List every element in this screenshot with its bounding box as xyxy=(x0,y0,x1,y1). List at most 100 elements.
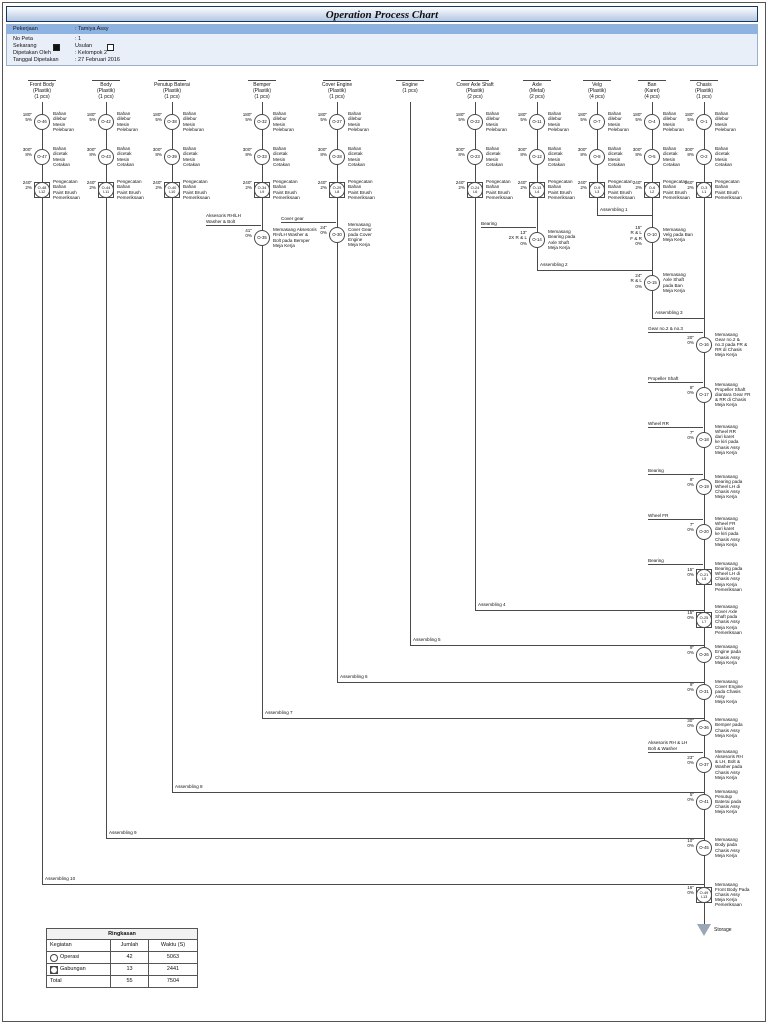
summary-col-waktu: Waktu (S) xyxy=(160,942,186,948)
combined-node-O-13: O-13 I-4 xyxy=(529,182,545,198)
operation-circle-icon xyxy=(50,953,58,962)
combined-node-circle xyxy=(254,182,270,198)
assembling-flow-line xyxy=(652,318,704,319)
node-left-labels: 300" 8% xyxy=(632,147,642,158)
operation-node-O-1: O-1 xyxy=(696,114,712,130)
operation-desc: Pengecatan Bahan Paint Brush Pemeriksaan xyxy=(608,179,635,200)
operation-desc: Pengecatan Bahan Paint Brush Pemeriksaan xyxy=(715,179,742,200)
pekerjaan-row: Pekerjaan : Tamiya Assy xyxy=(7,25,757,34)
combined-node-text: O-40 I-10 xyxy=(167,184,177,194)
node-left-labels: 23" 0% xyxy=(687,755,694,766)
operation-desc: Memasang Penutup Baterai pada Chasis Assy Me… xyxy=(715,788,742,815)
operation-node-O-36: O-36 xyxy=(696,720,712,736)
combined-node-text: O-24 I-6 xyxy=(470,184,480,194)
sekarang-usulan-row: Sekarang Usulan xyxy=(7,43,757,51)
no-peta-value: : 1 xyxy=(75,36,82,42)
operation-desc: Memasang Cover Axle Shaft pada Chasis Assy M… xyxy=(715,603,742,635)
operation-desc: Bahan dilebur Mesin Peleburan xyxy=(486,111,507,132)
node-left-labels: 7" 0% xyxy=(687,522,694,533)
node-left-labels: 300" 8% xyxy=(22,147,32,158)
operation-node-O-46: O-46 xyxy=(34,114,50,130)
summary-total-waktu: 7504 xyxy=(166,978,180,984)
operation-desc: Bahan dicetak Mesin Cetakan xyxy=(715,146,733,167)
part-entry-label: Bearing xyxy=(648,468,703,475)
column-header: Front Body (Plastik) (1 pcs) xyxy=(29,82,55,100)
combined-node-text: O-21 I-5 xyxy=(699,571,709,581)
operation-node-O-12: O-12 xyxy=(529,149,545,165)
operation-node-O-32: O-32 xyxy=(254,114,270,130)
assembling-label: Assembling 2 xyxy=(540,262,568,267)
node-left-labels: 180" 5% xyxy=(152,112,162,123)
operation-desc: Pengecatan Bahan Paint Brush Pemeriksaan xyxy=(273,179,300,200)
node-left-labels: 15" 0% xyxy=(687,567,694,578)
operation-node-O-31: O-31 xyxy=(696,684,712,700)
combined-node-O-34: O-34 I-9 xyxy=(254,182,270,198)
column-header: Penutup Baterai (Plastik) (1 pcs) xyxy=(154,82,190,100)
operation-node-O-35: O-35 xyxy=(254,230,270,246)
node-left-labels: 240" 2% xyxy=(632,180,642,191)
part-entry-label: Propeller Shaft xyxy=(648,376,703,383)
combined-node-circle xyxy=(696,569,712,585)
combined-node-O-48: O-48 I-12 xyxy=(34,182,50,198)
combined-node-text: O-44 I-11 xyxy=(101,184,111,194)
combined-node-O-25: O-25 I-7 xyxy=(696,612,712,628)
flow-line-vertical xyxy=(106,102,107,838)
assembling-flow-line xyxy=(597,215,652,216)
assembling-flow-line xyxy=(42,884,704,885)
node-left-labels: 7" 0% xyxy=(687,430,694,441)
operation-node-O-33: O-33 xyxy=(254,149,270,165)
combined-node-circle xyxy=(589,182,605,198)
storage-label: Storage xyxy=(714,927,732,933)
assembling-label: Assembling 1 xyxy=(600,207,628,212)
operation-node-O-5: O-5 xyxy=(644,149,660,165)
operation-node-O-41: O-41 xyxy=(696,794,712,810)
flow-line-vertical xyxy=(652,102,653,318)
combined-node-O-3: O-3 I-1 xyxy=(696,182,712,198)
combined-node-circle xyxy=(34,182,50,198)
summary-row-operasi: Operasi 42 5063 xyxy=(47,952,197,964)
operation-desc: Bahan dicetak Mesin Cetakan xyxy=(608,146,626,167)
assembling-label: Assembling 4 xyxy=(478,602,506,607)
combined-node-O-24: O-24 I-6 xyxy=(467,182,483,198)
node-left-labels: 180" 5% xyxy=(22,112,32,123)
header-info: Pekerjaan : Tamiya Assy No Peta : 1 Seka… xyxy=(6,24,758,66)
combined-node-O-40: O-40 I-10 xyxy=(164,182,180,198)
summary-row-gabungan: Gabungan 13 2441 xyxy=(47,964,197,976)
combined-node-O-6: O-6 I-2 xyxy=(644,182,660,198)
combined-node-circle xyxy=(98,182,114,198)
node-left-labels: 24" 0% xyxy=(320,225,327,236)
operation-desc: Pengecatan Bahan Paint Brush Pemeriksaan xyxy=(548,179,575,200)
assembling-flow-line xyxy=(337,682,704,683)
summary-gabungan-jumlah: 13 xyxy=(111,964,149,975)
operation-node-O-23: O-23 xyxy=(467,149,483,165)
operation-node-O-38: O-38 xyxy=(164,114,180,130)
operation-desc: Memasang Bearing pada Wheel LH di Chasis As… xyxy=(715,560,743,592)
operation-desc: Bahan dicetak Mesin Cetakan xyxy=(348,146,366,167)
no-peta-row: No Peta : 1 xyxy=(7,36,757,43)
operation-desc: Bahan dilebur Mesin Peleburan xyxy=(715,111,736,132)
operation-desc: Memasang Axle Shaft pada Ban Meja Kerja xyxy=(663,272,686,293)
combined-node-text: O-49 I-13 xyxy=(699,889,709,899)
operation-desc: Memasang Aksesoris RH & LH, Bolt & Washer p… xyxy=(715,748,743,780)
combined-node-circle xyxy=(696,612,712,628)
operation-desc: Pengecatan Bahan Paint Brush Pemeriksaan xyxy=(348,179,375,200)
operation-node-O-8: O-8 xyxy=(589,149,605,165)
operation-node-O-42: O-42 xyxy=(98,114,114,130)
combined-node-O-21: O-21 I-5 xyxy=(696,569,712,585)
node-left-labels: 180" 5% xyxy=(455,112,465,123)
operation-node-O-17: O-17 xyxy=(696,387,712,403)
combined-node-text: O-34 I-9 xyxy=(257,184,267,194)
flow-line-vertical xyxy=(172,102,173,792)
operation-desc: Bahan dicetak Mesin Cetakan xyxy=(273,146,291,167)
operation-node-O-45: O-45 xyxy=(696,840,712,856)
part-entry-label: Bearing xyxy=(648,558,703,565)
column-top-tick xyxy=(28,80,56,81)
dipetakan-label: Dipetakan Oleh xyxy=(13,50,51,56)
part-entry-label: Gear no.2 & no.3 xyxy=(648,326,703,333)
operation-desc: Bahan dilebur Mesin Peleburan xyxy=(273,111,294,132)
assembling-flow-line xyxy=(410,645,704,646)
node-left-labels: 300" 8% xyxy=(242,147,252,158)
column-header: Cover Engine (Plastik) (1 pcs) xyxy=(321,82,353,100)
operation-desc: Memasang Propeller Shaft diantara Gear FR &… xyxy=(715,381,751,408)
combined-node-circle xyxy=(329,182,345,198)
